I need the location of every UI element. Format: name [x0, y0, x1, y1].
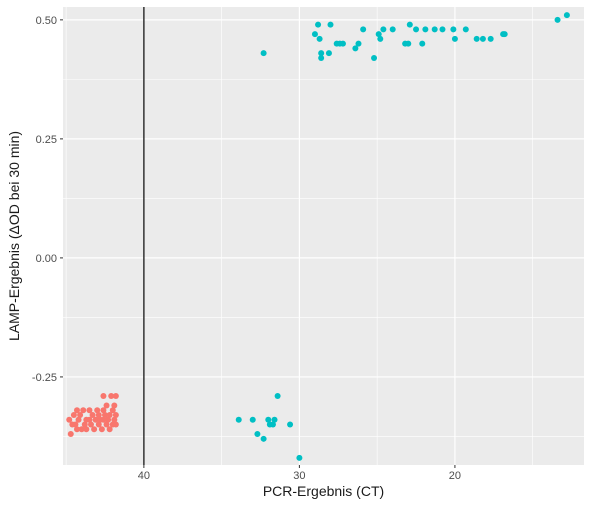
data-point-negative [73, 426, 80, 433]
data-point-negative [94, 407, 101, 414]
data-point-negative [95, 421, 102, 428]
data-point-positive [389, 26, 396, 33]
data-point-positive [406, 21, 413, 28]
data-point-negative [91, 426, 98, 433]
data-point-positive [287, 421, 294, 428]
y-tick-label: 0.25 [36, 134, 57, 146]
data-point-positive [235, 416, 242, 423]
data-point-negative [86, 416, 93, 423]
data-point-negative [106, 412, 113, 419]
data-point-negative [95, 412, 102, 419]
data-point-positive [318, 54, 325, 61]
data-point-positive [380, 26, 387, 33]
data-point-positive [311, 31, 318, 38]
data-point-positive [377, 35, 384, 42]
data-point-negative [92, 416, 99, 423]
data-point-negative [111, 416, 118, 423]
data-point-positive [254, 431, 261, 438]
data-point-positive [260, 435, 267, 442]
x-axis-title: PCR-Ergebnis (CT) [263, 483, 384, 499]
data-point-positive [431, 26, 438, 33]
data-point-negative [98, 426, 105, 433]
data-point-negative [83, 426, 90, 433]
data-point-positive [473, 35, 480, 42]
data-point-positive [371, 54, 378, 61]
data-point-positive [274, 392, 281, 399]
data-point-negative [109, 407, 116, 414]
data-point-positive [554, 16, 561, 23]
data-point-negative [101, 412, 108, 419]
data-point-positive [413, 26, 420, 33]
data-point-positive [360, 26, 367, 33]
data-point-negative [78, 426, 85, 433]
y-axis-title: LAMP-Ergebnis (ΔOD bei 30 min) [6, 131, 22, 341]
data-point-negative [108, 392, 115, 399]
data-point-positive [352, 45, 359, 52]
data-point-negative [87, 421, 94, 428]
data-point-positive [451, 35, 458, 42]
data-point-positive [325, 50, 332, 57]
data-point-positive [249, 416, 256, 423]
data-point-negative [72, 421, 79, 428]
data-points [66, 12, 570, 461]
data-point-negative [75, 416, 82, 423]
data-point-negative [89, 412, 96, 419]
x-tick-label: 40 [138, 470, 150, 482]
data-point-positive [501, 31, 508, 38]
plot-panel [63, 7, 584, 465]
x-tick-label: 20 [449, 470, 461, 482]
data-point-positive [487, 35, 494, 42]
data-point-positive [450, 26, 457, 33]
x-tick-label: 30 [293, 470, 305, 482]
data-point-negative [66, 416, 73, 423]
data-point-negative [80, 407, 87, 414]
data-point-positive [405, 40, 412, 47]
data-point-negative [112, 392, 119, 399]
minor-grid [63, 7, 584, 465]
major-grid [63, 7, 584, 465]
data-point-positive [327, 21, 334, 28]
data-point-positive [375, 31, 382, 38]
data-point-positive [265, 416, 272, 423]
data-point-positive [439, 26, 446, 33]
data-point-positive [296, 454, 303, 461]
y-tick-label: 0.50 [36, 15, 57, 27]
data-point-positive [315, 21, 322, 28]
y-tick-label: -0.25 [32, 372, 57, 384]
data-point-positive [260, 50, 267, 57]
data-point-negative [100, 407, 107, 414]
data-point-positive [339, 40, 346, 47]
data-point-positive [355, 40, 362, 47]
y-tick-label: 0.00 [36, 253, 57, 265]
data-point-negative [103, 402, 110, 409]
data-point-positive [563, 12, 570, 19]
data-point-negative [86, 407, 93, 414]
data-point-negative [112, 412, 119, 419]
data-point-negative [73, 407, 80, 414]
data-point-positive [269, 421, 276, 428]
data-point-positive [422, 26, 429, 33]
data-point-negative [77, 412, 84, 419]
data-point-negative [100, 416, 107, 423]
data-point-negative [105, 416, 112, 423]
data-point-negative [70, 412, 77, 419]
data-point-positive [316, 35, 323, 42]
data-point-positive [479, 35, 486, 42]
data-point-positive [462, 26, 469, 33]
data-point-positive [419, 40, 426, 47]
data-point-negative [111, 402, 118, 409]
data-point-positive [318, 50, 325, 57]
data-point-negative [103, 421, 110, 428]
data-point-negative [81, 421, 88, 428]
data-point-negative [67, 431, 74, 438]
data-point-positive [271, 416, 278, 423]
data-point-negative [106, 426, 113, 433]
data-point-negative [112, 421, 119, 428]
data-point-negative [100, 392, 107, 399]
x-axis-ticks: 40 30 20 [138, 465, 461, 482]
y-axis-ticks: 0.50 0.25 0.00 -0.25 [32, 15, 63, 384]
